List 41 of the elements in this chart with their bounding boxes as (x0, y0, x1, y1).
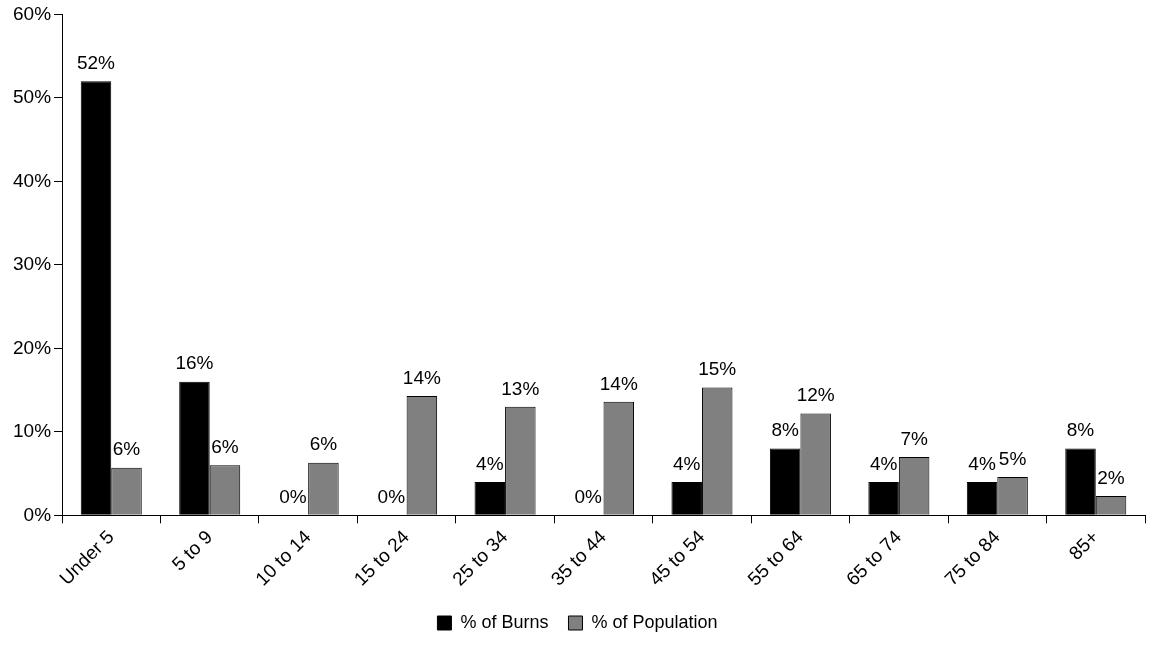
data-label: 0% (279, 486, 307, 508)
x-tick-label: 5 to 9 (167, 526, 217, 575)
y-tick-label: 0% (23, 503, 52, 525)
data-label: 52% (76, 51, 116, 73)
x-tick-label: 10 to 14 (251, 525, 315, 590)
y-tick-label: 10% (13, 420, 52, 442)
y-tick-label: 20% (13, 336, 52, 358)
data-label: 4% (869, 452, 898, 474)
legend-label: % of Population (591, 611, 718, 632)
data-label: 0% (574, 486, 603, 508)
x-tick-label: 35 to 44 (546, 525, 611, 590)
data-label: 7% (900, 427, 928, 449)
data-label: 13% (501, 377, 540, 399)
x-tick-label: 75 to 84 (940, 525, 1005, 590)
data-label: 6% (211, 435, 239, 457)
data-label: 5% (998, 447, 1027, 469)
data-label: 0% (377, 486, 406, 508)
data-label: 12% (796, 384, 835, 406)
data-label: 16% (175, 352, 214, 374)
x-tick-label: 45 to 54 (645, 525, 709, 590)
data-label: 15% (698, 358, 737, 380)
data-label: 4% (672, 452, 701, 474)
y-tick-label: 40% (13, 169, 52, 191)
data-label: 14% (402, 366, 441, 388)
x-tick-label: 85+ (1064, 526, 1103, 564)
y-tick-label: 50% (13, 86, 52, 108)
legend-label: % of Burns (460, 611, 549, 632)
data-label: 4% (968, 452, 996, 474)
x-tick-label: 55 to 64 (743, 525, 808, 590)
x-tick-label: 15 to 24 (349, 525, 414, 590)
x-tick-label: 65 to 74 (841, 525, 906, 590)
data-label: 2% (1097, 466, 1125, 488)
x-tick-label: 25 to 34 (448, 525, 512, 590)
data-label: 6% (309, 433, 338, 455)
y-tick-label: 60% (13, 2, 52, 24)
data-label: 14% (599, 372, 638, 394)
data-label: 4% (476, 452, 504, 474)
data-label: 8% (1066, 419, 1095, 441)
data-label: 6% (112, 438, 141, 460)
data-label: 8% (771, 419, 799, 441)
y-tick-label: 30% (13, 253, 52, 275)
